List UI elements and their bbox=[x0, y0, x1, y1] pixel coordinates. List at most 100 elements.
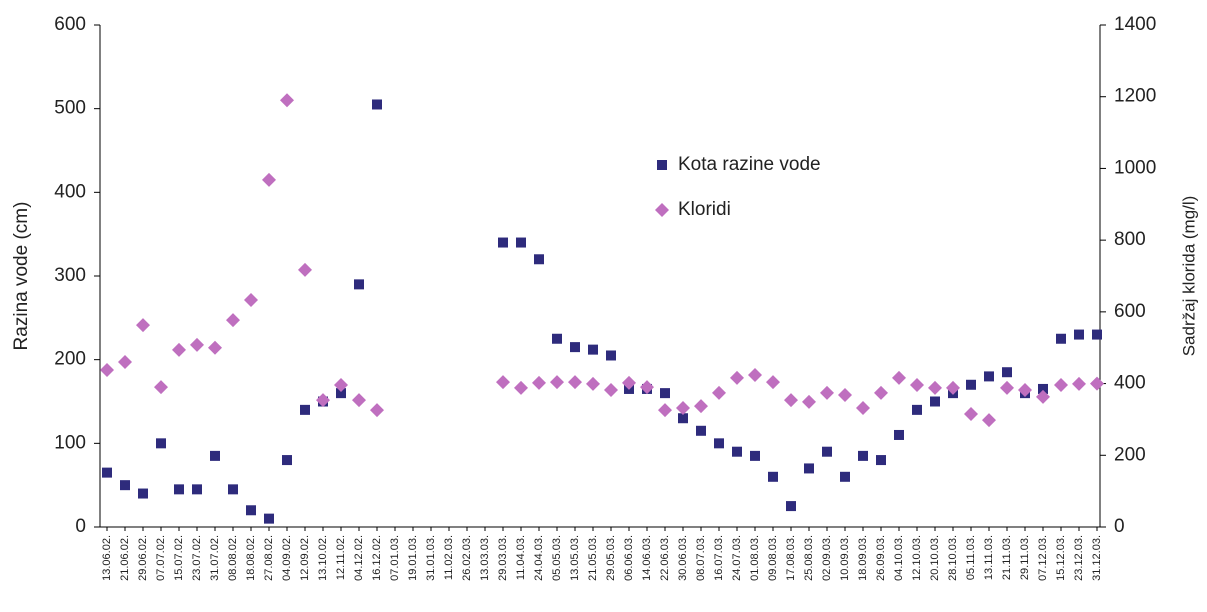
square-point bbox=[876, 455, 886, 466]
y-tick-label: 400 bbox=[54, 181, 86, 202]
x-tick-label: 27.08.02. bbox=[263, 535, 275, 581]
x-tick-label: 07.12.03. bbox=[1037, 535, 1049, 581]
diamond-point bbox=[226, 313, 240, 328]
square-point bbox=[657, 160, 667, 170]
diamond-point bbox=[136, 318, 150, 333]
y2-tick-label: 0 bbox=[1114, 516, 1125, 537]
diamond-point bbox=[640, 380, 654, 395]
square-point bbox=[228, 484, 238, 495]
x-tick-label: 15.07.02. bbox=[173, 535, 185, 581]
diamond-point bbox=[964, 407, 978, 422]
diamond-point bbox=[622, 375, 636, 390]
x-tick-label: 05.11.03. bbox=[965, 535, 977, 580]
x-tick-label: 31.07.02. bbox=[209, 535, 221, 581]
y-tick-label: 600 bbox=[54, 14, 86, 35]
diamond-point bbox=[1036, 389, 1050, 404]
x-tick-label: 11.02.03. bbox=[443, 535, 455, 580]
y2-tick-label: 1000 bbox=[1114, 157, 1156, 178]
square-point bbox=[768, 471, 778, 482]
square-point bbox=[1056, 333, 1066, 344]
diamond-point bbox=[154, 380, 168, 395]
square-point bbox=[102, 467, 112, 478]
square-point bbox=[120, 480, 130, 491]
diamond-point bbox=[1090, 376, 1104, 391]
square-point bbox=[1002, 367, 1012, 378]
x-tick-label: 29.11.03. bbox=[1019, 535, 1031, 580]
diamond-point bbox=[280, 93, 294, 108]
x-tick-label: 24.07.03. bbox=[731, 535, 743, 581]
square-point bbox=[300, 404, 310, 415]
diamond-point bbox=[370, 403, 384, 418]
square-point bbox=[696, 425, 706, 436]
diamond-point bbox=[262, 172, 276, 187]
y-axis-title: Razina vode (cm) bbox=[11, 202, 32, 351]
x-tick-label: 29.03.03. bbox=[497, 535, 509, 581]
diamond-point bbox=[514, 380, 528, 395]
x-tick-label: 05.05.03. bbox=[551, 535, 563, 581]
diamond-point bbox=[910, 378, 924, 393]
diamond-point bbox=[190, 337, 204, 352]
x-tick-label: 16.07.03. bbox=[713, 535, 725, 581]
square-point bbox=[174, 484, 184, 495]
y2-tick-label: 400 bbox=[1114, 373, 1146, 394]
diamond-point bbox=[1072, 376, 1086, 391]
x-tick-label: 08.07.03. bbox=[695, 535, 707, 581]
x-tick-label: 09.08.03. bbox=[767, 535, 779, 581]
diamond-point bbox=[838, 388, 852, 403]
diamond-point bbox=[1000, 380, 1014, 395]
legend-label: Kloridi bbox=[678, 199, 731, 220]
y-tick-label: 500 bbox=[54, 98, 86, 119]
x-tick-label: 12.09.02. bbox=[299, 535, 311, 581]
square-point bbox=[552, 333, 562, 344]
x-tick-label: 07.07.02. bbox=[155, 535, 167, 581]
y-tick-label: 100 bbox=[54, 432, 86, 453]
diamond-point bbox=[784, 393, 798, 408]
x-tick-label: 23.07.02. bbox=[191, 535, 203, 581]
x-tick-label: 29.06.02. bbox=[137, 535, 149, 581]
square-point bbox=[282, 455, 292, 466]
x-tick-label: 21.05.03. bbox=[587, 535, 599, 581]
diamond-point bbox=[586, 376, 600, 391]
x-tick-label: 26.02.03. bbox=[461, 535, 473, 581]
diamond-point bbox=[244, 293, 258, 308]
square-point bbox=[192, 484, 202, 495]
diamond-point bbox=[766, 375, 780, 390]
x-tick-label: 20.10.03. bbox=[929, 535, 941, 581]
x-tick-label: 04.10.03. bbox=[893, 535, 905, 581]
x-tick-label: 31.12.03. bbox=[1091, 535, 1103, 581]
diamond-point bbox=[208, 340, 222, 355]
x-tick-label: 26.09.03. bbox=[875, 535, 887, 581]
y2-tick-label: 600 bbox=[1114, 301, 1146, 322]
x-tick-label: 23.12.03. bbox=[1073, 535, 1085, 581]
square-point bbox=[840, 471, 850, 482]
x-tick-label: 29.05.03. bbox=[605, 535, 617, 581]
square-point bbox=[516, 237, 526, 248]
diamond-point bbox=[676, 400, 690, 415]
diamond-point bbox=[658, 403, 672, 418]
square-point bbox=[984, 371, 994, 382]
square-point bbox=[210, 450, 220, 461]
x-tick-label: 21.11.03. bbox=[1001, 535, 1013, 580]
square-point bbox=[588, 344, 598, 355]
diamond-point bbox=[334, 378, 348, 393]
diamond-point bbox=[802, 394, 816, 409]
x-tick-label: 18.09.03. bbox=[857, 535, 869, 581]
square-point bbox=[156, 438, 166, 449]
square-point bbox=[570, 342, 580, 353]
diamond-point bbox=[946, 380, 960, 395]
square-point bbox=[138, 488, 148, 499]
square-point bbox=[1038, 383, 1048, 394]
diamond-point bbox=[1018, 383, 1032, 398]
square-point bbox=[858, 450, 868, 461]
diamond-point bbox=[694, 399, 708, 414]
x-tick-label: 13.10.02. bbox=[317, 535, 329, 581]
square-point bbox=[750, 450, 760, 461]
diamond-point bbox=[316, 393, 330, 408]
square-point bbox=[246, 505, 256, 516]
x-tick-label: 28.10.03. bbox=[947, 535, 959, 581]
diamond-point bbox=[730, 370, 744, 385]
square-point bbox=[660, 388, 670, 399]
diamond-point bbox=[568, 375, 582, 390]
x-tick-label: 12.10.03. bbox=[911, 535, 923, 581]
x-tick-label: 25.08.03. bbox=[803, 535, 815, 581]
